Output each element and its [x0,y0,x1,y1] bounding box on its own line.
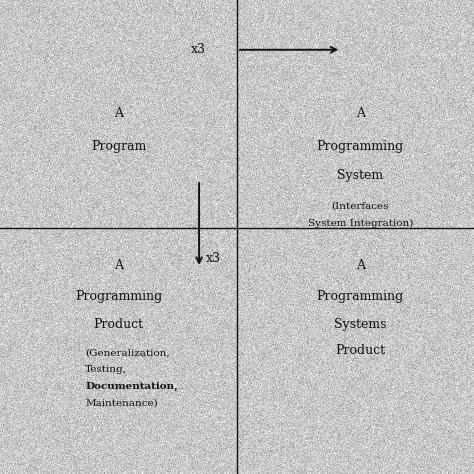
Text: Programming: Programming [317,290,404,303]
Text: Product: Product [93,318,144,331]
Text: Programming: Programming [317,140,404,154]
Text: (Interfaces: (Interfaces [331,202,389,210]
Text: Systems: Systems [334,318,386,331]
Text: Testing,: Testing, [85,365,127,374]
Text: A: A [114,259,123,272]
Text: (Generalization,: (Generalization, [85,349,170,357]
Text: Programming: Programming [75,290,162,303]
Text: x3: x3 [191,43,206,56]
Text: x3: x3 [206,253,221,265]
Text: System Integration): System Integration) [308,219,413,228]
Text: A: A [356,259,365,272]
Text: A: A [114,107,123,120]
Text: Documentation,: Documentation, [85,382,178,391]
Text: Product: Product [335,344,385,357]
Text: Program: Program [91,140,146,154]
Text: A: A [356,107,365,120]
Text: System: System [337,169,383,182]
Text: Maintenance): Maintenance) [85,399,158,407]
